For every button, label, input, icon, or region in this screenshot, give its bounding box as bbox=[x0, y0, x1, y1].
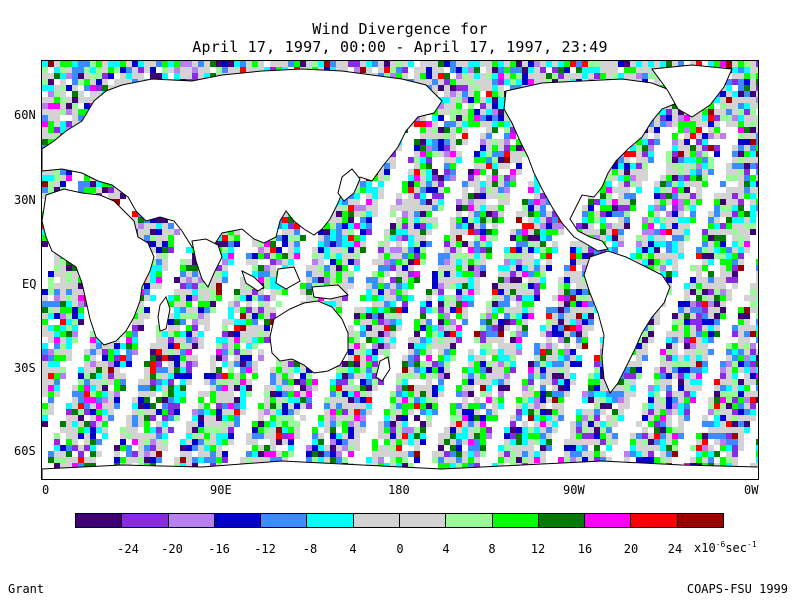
lat-label-30n: 30N bbox=[14, 193, 36, 207]
madagascar-land bbox=[157, 295, 171, 332]
colorbar-tick: 8 bbox=[488, 542, 496, 556]
units-exponent-sec: -1 bbox=[747, 540, 757, 549]
footer-author: Grant bbox=[8, 582, 45, 596]
colorbar-tick: 12 bbox=[530, 542, 546, 556]
colorbar-tick: 16 bbox=[577, 542, 593, 556]
sumatra-land bbox=[241, 270, 265, 292]
units-prefix: x10 bbox=[694, 541, 716, 555]
footer-credit: COAPS-FSU 1999 bbox=[686, 582, 788, 596]
colorbar-swatch bbox=[446, 514, 493, 527]
units-sec: sec bbox=[725, 541, 748, 555]
colorbar-tick: 24 bbox=[667, 542, 683, 556]
lat-label-eq: EQ bbox=[22, 277, 37, 291]
colorbar-tick: -16 bbox=[208, 542, 230, 556]
lon-label-180: 180 bbox=[388, 483, 410, 497]
lon-label-0: 0 bbox=[42, 483, 50, 497]
lon-label-0w: 0W bbox=[744, 483, 759, 497]
colorbar-swatch bbox=[214, 514, 262, 527]
colorbar-swatch bbox=[631, 514, 678, 527]
colorbar-tick: -20 bbox=[161, 542, 183, 556]
africa-land bbox=[42, 188, 155, 346]
colorbar-swatch bbox=[261, 514, 308, 527]
chart-title: Wind Divergence for bbox=[312, 20, 488, 38]
land-masses bbox=[42, 64, 758, 479]
new-guinea-land bbox=[311, 284, 349, 300]
new-zealand-land bbox=[375, 356, 391, 382]
colorbar-swatch bbox=[307, 514, 354, 527]
colorbar-swatch bbox=[585, 514, 632, 527]
colorbar-tick: 4 bbox=[349, 542, 357, 556]
colorbar-tick: 20 bbox=[623, 542, 639, 556]
colorbar-tick: -12 bbox=[254, 542, 276, 556]
divergence-map bbox=[42, 61, 758, 479]
antarctica-land bbox=[42, 460, 758, 479]
colorbar-swatch bbox=[399, 514, 447, 527]
colorbar-swatch bbox=[168, 514, 215, 527]
lon-label-90e: 90E bbox=[210, 483, 232, 497]
borneo-land bbox=[275, 266, 301, 290]
colorbar-units: x10-6sec-1 bbox=[694, 538, 757, 555]
lon-label-90w: 90W bbox=[563, 483, 585, 497]
lat-label-30s: 30S bbox=[14, 361, 36, 375]
lat-label-60n: 60N bbox=[14, 108, 36, 122]
colorbar-swatch bbox=[492, 514, 539, 527]
colorbar-tick: 0 bbox=[396, 542, 404, 556]
colorbar-tick: -8 bbox=[302, 542, 318, 556]
japan-land bbox=[337, 168, 361, 202]
colorbar-tick: 4 bbox=[442, 542, 450, 556]
colorbar-tick: -24 bbox=[117, 542, 139, 556]
greenland-land bbox=[651, 64, 733, 118]
colorbar-swatch bbox=[677, 514, 723, 527]
colorbar-swatch bbox=[353, 514, 400, 527]
australia-land bbox=[269, 300, 349, 374]
south-america-land bbox=[583, 250, 671, 394]
colorbar-swatch bbox=[122, 514, 169, 527]
india-land bbox=[191, 238, 223, 288]
colorbar-swatch bbox=[538, 514, 586, 527]
units-exponent: -6 bbox=[715, 540, 726, 549]
lat-label-60s: 60S bbox=[14, 444, 36, 458]
colorbar-swatch bbox=[76, 514, 123, 527]
eurasia-land bbox=[42, 68, 443, 258]
colorbar bbox=[75, 513, 724, 528]
chart-date-range: April 17, 1997, 00:00 - April 17, 1997, … bbox=[192, 38, 608, 56]
map-panel bbox=[41, 60, 759, 480]
